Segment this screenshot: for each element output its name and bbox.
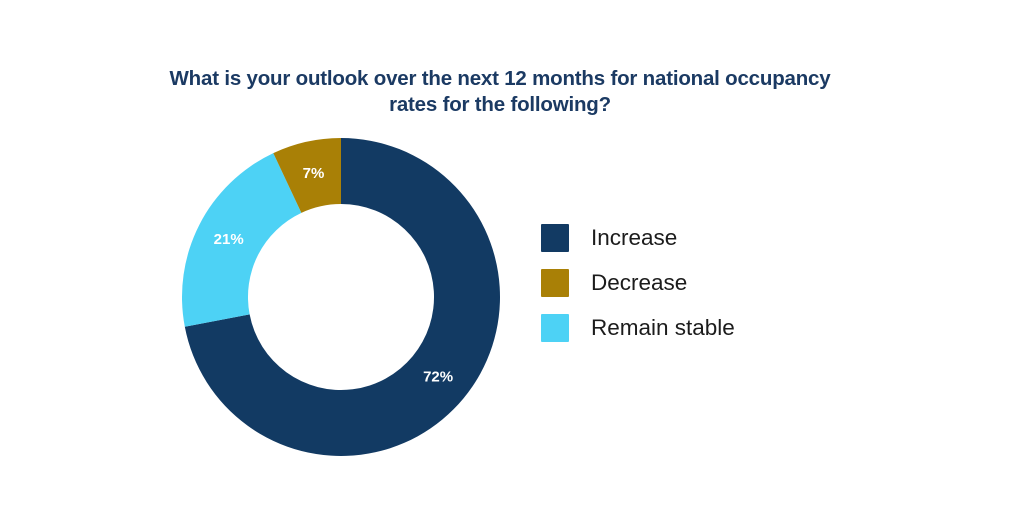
- donut-slice-labels: 72% 21% 7%: [214, 165, 453, 385]
- chart-legend: Increase Decrease Remain stable: [541, 224, 735, 342]
- donut-slices: [182, 138, 500, 456]
- chart-title: What is your outlook over the next 12 mo…: [169, 67, 831, 116]
- legend-label-decrease: Decrease: [591, 270, 688, 295]
- legend-item-decrease[interactable]: Decrease: [541, 269, 735, 297]
- slice-label-increase: 72%: [423, 368, 453, 385]
- legend-swatch-increase: [541, 224, 569, 252]
- slice-label-decrease: 7%: [303, 165, 325, 182]
- legend-label-increase: Increase: [591, 225, 678, 250]
- donut-svg: 72% 21% 7%: [182, 138, 500, 456]
- legend-label-remain-stable: Remain stable: [591, 315, 735, 340]
- legend-item-increase[interactable]: Increase: [541, 224, 735, 252]
- legend-item-remain-stable[interactable]: Remain stable: [541, 314, 735, 342]
- donut-slice-increase[interactable]: [184, 138, 500, 456]
- legend-swatch-remain-stable: [541, 314, 569, 342]
- slice-label-remain-stable: 21%: [214, 231, 244, 248]
- legend-swatch-decrease: [541, 269, 569, 297]
- donut-slice-remain-stable[interactable]: [182, 153, 302, 327]
- donut-slice-decrease[interactable]: [273, 138, 341, 213]
- donut-chart: 72% 21% 7%: [182, 138, 500, 456]
